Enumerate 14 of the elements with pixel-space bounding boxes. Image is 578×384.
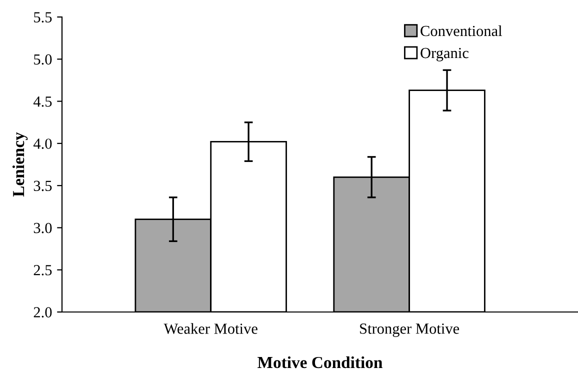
y-axis-title: Leniency xyxy=(12,132,28,197)
legend-label: Conventional xyxy=(420,25,502,36)
y-tick-label: 5.5 xyxy=(34,12,52,23)
y-tick-label: 3.0 xyxy=(34,222,52,234)
y-tick-label: 4.0 xyxy=(33,138,52,149)
y-tick-label: 4.5 xyxy=(33,96,52,107)
y-tick-label: 3.5 xyxy=(34,180,52,192)
x-tick-label: Weaker Motive xyxy=(164,323,258,334)
x-axis-title: Motive Condition xyxy=(258,356,382,368)
x-tick-label: Stronger Motive xyxy=(360,324,460,337)
y-tick-label: 2.0 xyxy=(34,307,52,318)
y-tick-label: 5.0 xyxy=(34,54,52,65)
y-tick-label: 2.5 xyxy=(34,265,52,276)
legend-label: Organic xyxy=(420,48,468,62)
